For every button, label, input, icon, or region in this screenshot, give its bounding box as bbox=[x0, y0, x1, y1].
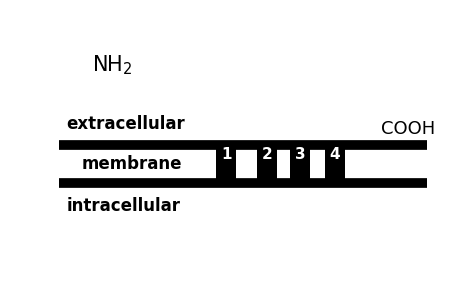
Text: extracellular: extracellular bbox=[66, 115, 185, 133]
Text: 1: 1 bbox=[221, 147, 232, 162]
Text: intracellular: intracellular bbox=[66, 197, 181, 215]
Bar bbox=[325, 142, 345, 186]
Text: NH$_2$: NH$_2$ bbox=[92, 53, 133, 77]
Text: 4: 4 bbox=[329, 147, 340, 162]
Bar bbox=[290, 142, 310, 186]
Bar bbox=[257, 142, 277, 186]
Text: membrane: membrane bbox=[82, 155, 182, 173]
Text: COOH: COOH bbox=[381, 120, 435, 138]
Text: 3: 3 bbox=[294, 147, 305, 162]
Text: 2: 2 bbox=[262, 147, 272, 162]
Bar bbox=[216, 142, 237, 186]
